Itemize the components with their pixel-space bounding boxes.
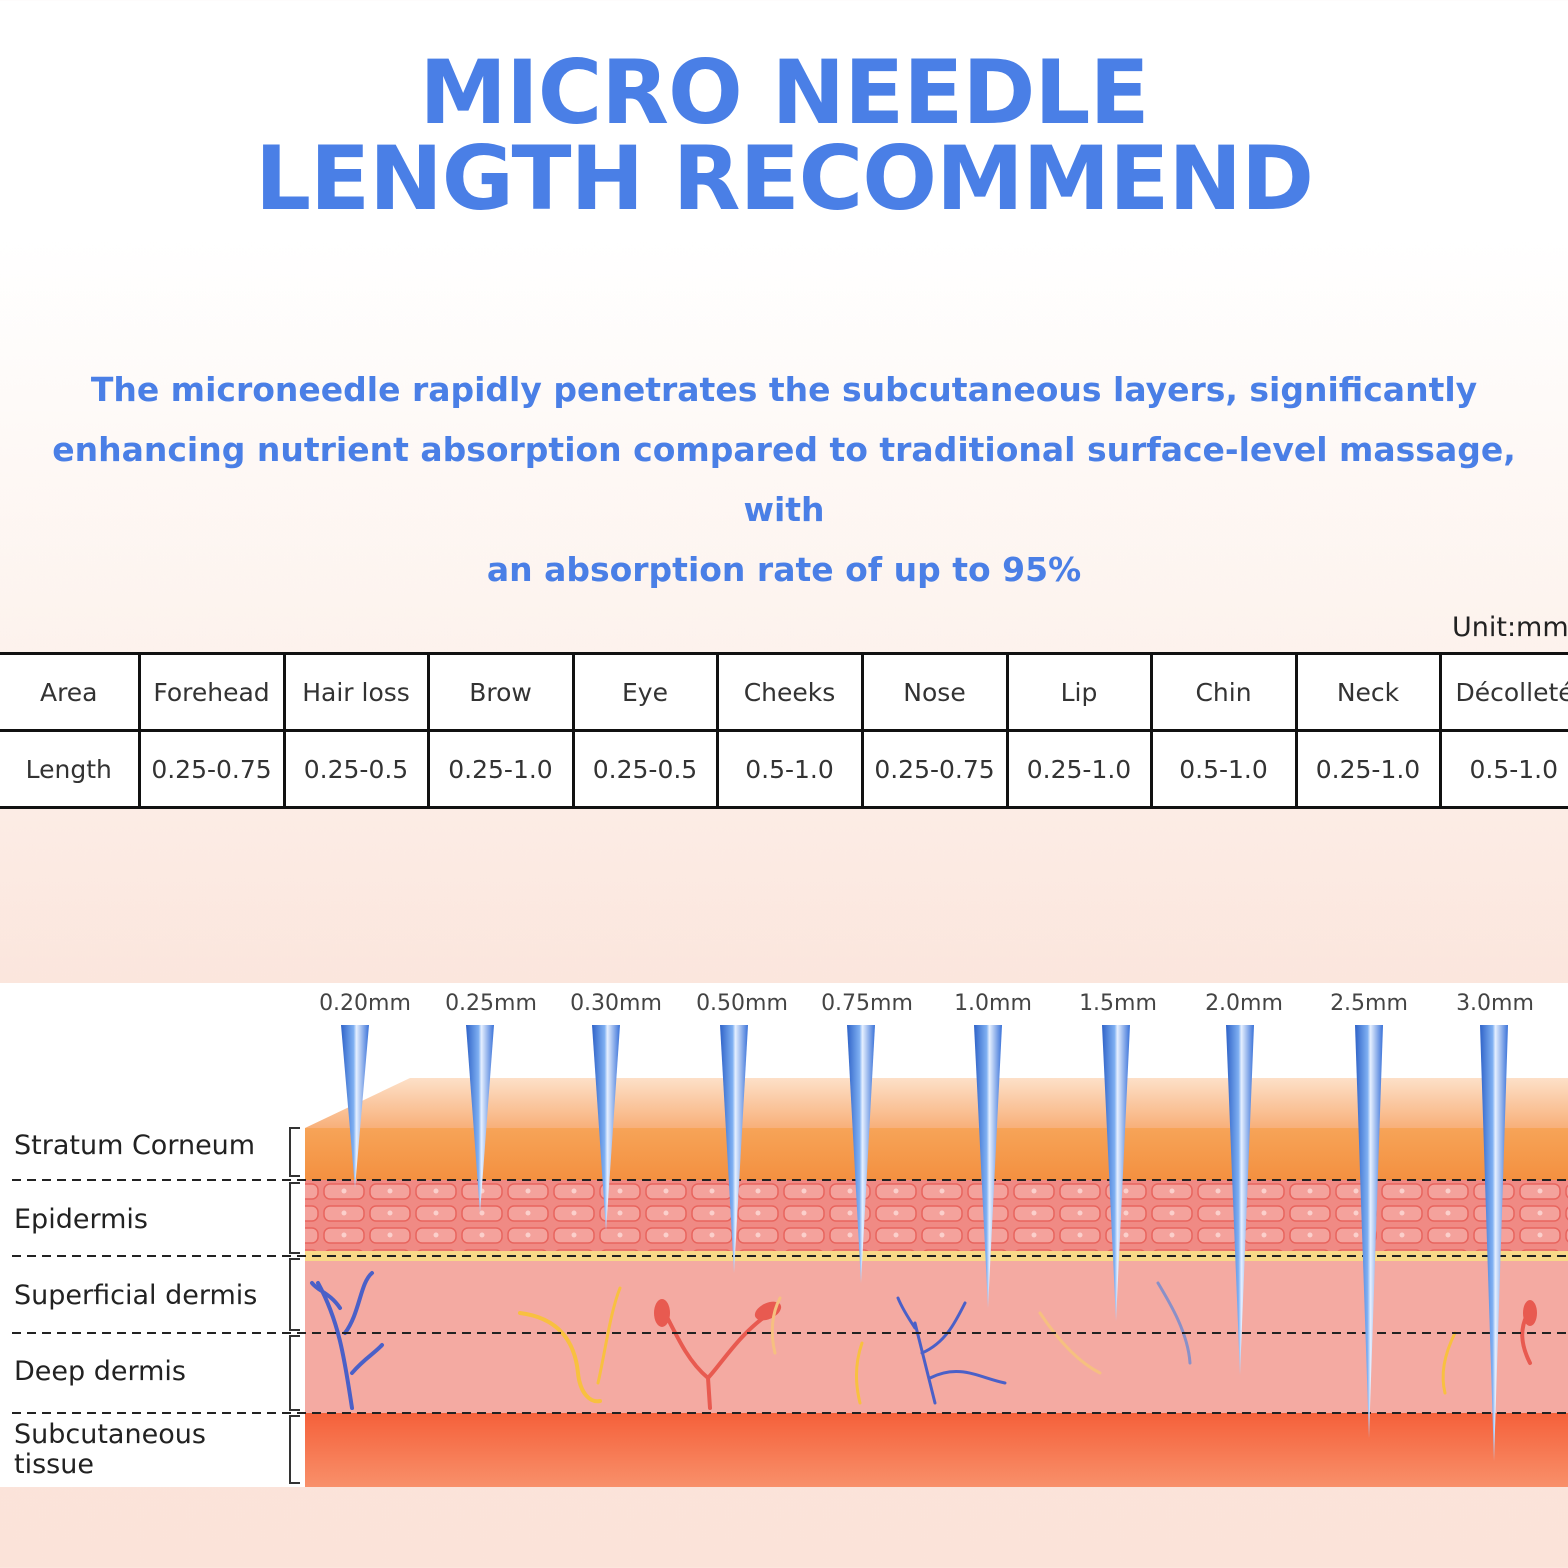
table-cell: 0.25-0.75 bbox=[137, 729, 286, 809]
needle-0-25mm bbox=[466, 1025, 494, 1213]
needle-2-5mm bbox=[1355, 1025, 1383, 1438]
table-cell: Neck bbox=[1294, 652, 1442, 732]
description-line-2: enhancing nutrient absorption compared t… bbox=[52, 430, 1516, 529]
table-cell: 0.25-1.0 bbox=[426, 729, 575, 809]
needle-0-20mm bbox=[341, 1025, 369, 1188]
needle-label: 0.50mm bbox=[696, 991, 788, 1016]
title-line-1: MICRO NEEDLE bbox=[419, 41, 1149, 144]
subcutaneous-layer bbox=[305, 1413, 1568, 1487]
table-row: Length 0.25-0.75 0.25-0.5 0.25-1.0 0.25-… bbox=[0, 729, 1568, 809]
table-cell: Décolleté bbox=[1438, 652, 1568, 732]
table-cell: 0.5-1.0 bbox=[1438, 729, 1568, 809]
needle-3-0mm bbox=[1480, 1025, 1508, 1461]
needle-label: 0.20mm bbox=[319, 991, 411, 1016]
table-cell: Length bbox=[0, 729, 141, 809]
table-cell: 0.25-0.5 bbox=[571, 729, 719, 809]
table-cell: Forehead bbox=[137, 652, 286, 732]
needle-1-5mm bbox=[1102, 1025, 1130, 1321]
layer-label-epidermis: Epidermis bbox=[14, 1204, 148, 1235]
needle-label: 1.5mm bbox=[1079, 991, 1157, 1016]
table-cell: Hair loss bbox=[282, 652, 430, 732]
table-cell: 0.25-1.0 bbox=[1294, 729, 1442, 809]
blood-vessels bbox=[310, 1271, 1537, 1410]
description: The microneedle rapidly penetrates the s… bbox=[20, 360, 1548, 600]
layer-boundaries bbox=[12, 1179, 1568, 1414]
table-cell: Eye bbox=[571, 652, 719, 732]
needle-label: 0.25mm bbox=[445, 991, 537, 1016]
layer-brackets bbox=[289, 1127, 300, 1484]
table-cell: 0.25-0.75 bbox=[860, 729, 1009, 809]
stratum-corneum-layer bbox=[305, 1128, 1568, 1180]
needle-label: 1.0mm bbox=[954, 991, 1032, 1016]
needle-1-0mm bbox=[974, 1025, 1002, 1308]
epidermis-layer bbox=[305, 1180, 1568, 1255]
description-line-1: The microneedle rapidly penetrates the s… bbox=[90, 370, 1478, 409]
table-cell: Lip bbox=[1005, 652, 1153, 732]
table-cell: Cheeks bbox=[715, 652, 864, 732]
description-line-3: an absorption rate of up to 95% bbox=[486, 550, 1082, 589]
page-title: MICRO NEEDLE LENGTH RECOMMEND bbox=[0, 41, 1568, 230]
table-cell: 0.5-1.0 bbox=[715, 729, 864, 809]
length-table: Area Forehead Hair loss Brow Eye Cheeks … bbox=[0, 652, 1568, 809]
basement-membrane bbox=[305, 1251, 1568, 1261]
needle-0-30mm bbox=[592, 1025, 620, 1231]
needle-2-0mm bbox=[1226, 1025, 1254, 1375]
table-cell: Nose bbox=[860, 652, 1009, 732]
dermis-layer bbox=[305, 1261, 1568, 1413]
layer-label-stratum-corneum: Stratum Corneum bbox=[14, 1130, 256, 1161]
needle-label: 3.0mm bbox=[1456, 991, 1534, 1016]
skin-layer-diagram: 0.20mm 0.25mm 0.30mm 0.50mm 0.75mm 1.0mm… bbox=[0, 983, 1568, 1487]
table-cell: 0.5-1.0 bbox=[1149, 729, 1298, 809]
layer-label-deep-dermis: Deep dermis bbox=[14, 1356, 186, 1387]
needle-0-50mm bbox=[720, 1025, 748, 1273]
title-line-2: LENGTH RECOMMEND bbox=[254, 127, 1314, 230]
table-cell: 0.25-1.0 bbox=[1005, 729, 1153, 809]
needle-label: 2.0mm bbox=[1205, 991, 1283, 1016]
needle-label: 0.75mm bbox=[821, 991, 913, 1016]
skin-layers-graphic bbox=[12, 1025, 1568, 1487]
needle-label: 2.5mm bbox=[1330, 991, 1408, 1016]
unit-label: Unit:mm bbox=[1452, 612, 1568, 643]
needle-label: 0.30mm bbox=[570, 991, 662, 1016]
table-cell: 0.25-0.5 bbox=[282, 729, 430, 809]
needle-0-75mm bbox=[847, 1025, 875, 1283]
layer-label-subcutaneous-tissue: Subcutaneous tissue bbox=[14, 1419, 206, 1480]
table-cell: Brow bbox=[426, 652, 575, 732]
layer-label-superficial-dermis: Superficial dermis bbox=[14, 1280, 258, 1311]
needles bbox=[341, 1025, 1508, 1461]
skin-surface bbox=[305, 1078, 1568, 1128]
table-header-row: Area Forehead Hair loss Brow Eye Cheeks … bbox=[0, 652, 1568, 732]
table-cell: Chin bbox=[1149, 652, 1298, 732]
table-cell: Area bbox=[0, 652, 141, 732]
